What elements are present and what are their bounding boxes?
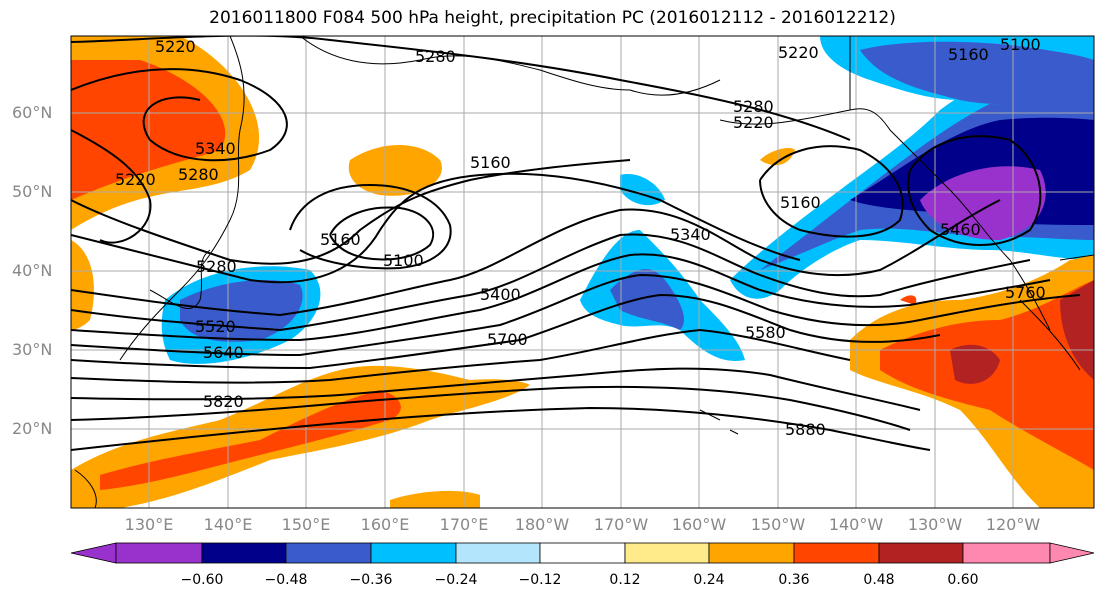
colorbar-label: 0.60 xyxy=(947,572,979,588)
lon-label: 170°E xyxy=(439,515,489,534)
lon-label: 170°W xyxy=(593,515,649,534)
colorbar xyxy=(70,542,1095,564)
colorbar-swatch xyxy=(115,542,203,564)
contour-label: 5700 xyxy=(487,330,528,349)
lon-label: 130°E xyxy=(124,515,174,534)
colorbar-label: −0.60 xyxy=(180,572,224,588)
colorbar-label: 0.48 xyxy=(863,572,895,588)
colorbar-swatch xyxy=(793,542,880,564)
lon-label: 140°E xyxy=(203,515,253,534)
contour-label: 5340 xyxy=(195,139,236,158)
contour-label: 5520 xyxy=(195,317,236,336)
colorbar-label: −0.24 xyxy=(434,572,478,588)
contour-labels: 5220 5280 5340 5280 5220 5280 5520 5640 … xyxy=(115,35,1046,439)
contour-label: 5280 xyxy=(178,165,219,184)
lon-label: 160°E xyxy=(360,515,410,534)
colorbar-swatch xyxy=(708,542,795,564)
contour-label: 5460 xyxy=(940,220,981,239)
colorbar-swatch xyxy=(285,542,372,564)
contour-label: 5160 xyxy=(320,230,361,249)
contour-label: 5160 xyxy=(780,193,821,212)
contour-label: 5160 xyxy=(470,153,511,172)
contour-label: 5820 xyxy=(203,392,244,411)
contour-label: 5280 xyxy=(733,97,774,116)
contour-label: 5160 xyxy=(948,45,989,64)
contour-label: 5220 xyxy=(733,113,774,132)
colorbar-label: −0.36 xyxy=(349,572,393,588)
graticule xyxy=(71,36,1094,508)
contour-label: 5880 xyxy=(785,420,826,439)
contour-label: 5100 xyxy=(383,251,424,270)
lat-label: 50°N xyxy=(12,182,53,201)
lon-label: 150°E xyxy=(281,515,331,534)
lon-label: 180°W xyxy=(514,515,570,534)
contour-label: 5340 xyxy=(670,225,711,244)
colorbar-swatch xyxy=(539,542,626,564)
contour-label: 5640 xyxy=(203,343,244,362)
colorbar-swatch xyxy=(878,542,964,564)
lon-label: 130°W xyxy=(907,515,963,534)
lon-label: 160°W xyxy=(671,515,727,534)
lat-label: 40°N xyxy=(12,261,53,280)
contour-label: 5400 xyxy=(480,285,521,304)
contour-label: 5760 xyxy=(1005,283,1046,302)
height-contours xyxy=(71,36,1081,451)
colorbar-swatch xyxy=(962,542,1051,564)
colorbar-swatch xyxy=(70,542,117,564)
lon-label: 140°W xyxy=(828,515,884,534)
contour-label: 5100 xyxy=(1000,35,1041,54)
colorbar-swatch xyxy=(624,542,710,564)
colorbar-label: 0.24 xyxy=(693,572,725,588)
contour-label: 5220 xyxy=(778,43,819,62)
coastlines xyxy=(74,36,1094,508)
colorbar-label: 0.36 xyxy=(778,572,810,588)
map-frame xyxy=(70,35,1095,509)
lat-label: 60°N xyxy=(12,103,53,122)
contour-label: 5280 xyxy=(415,47,456,66)
colorbar-swatch xyxy=(1049,542,1095,564)
colorbar-label: −0.48 xyxy=(264,572,308,588)
contour-label: 5220 xyxy=(155,37,196,56)
contour-label: 5220 xyxy=(115,170,156,189)
contour-label: 5580 xyxy=(745,323,786,342)
colorbar-swatch xyxy=(455,542,541,564)
colorbar-label: −0.12 xyxy=(518,572,562,588)
lat-label: 30°N xyxy=(12,340,53,359)
contour-label: 5280 xyxy=(196,257,237,276)
map-title: 2016011800 F084 500 hPa height, precipit… xyxy=(209,8,896,28)
colorbar-label: 0.12 xyxy=(609,572,641,588)
colorbar-swatch xyxy=(201,542,287,564)
lon-label: 150°W xyxy=(750,515,806,534)
lat-label: 20°N xyxy=(12,419,53,438)
lon-label: 120°W xyxy=(985,515,1041,534)
colorbar-swatch xyxy=(370,542,457,564)
